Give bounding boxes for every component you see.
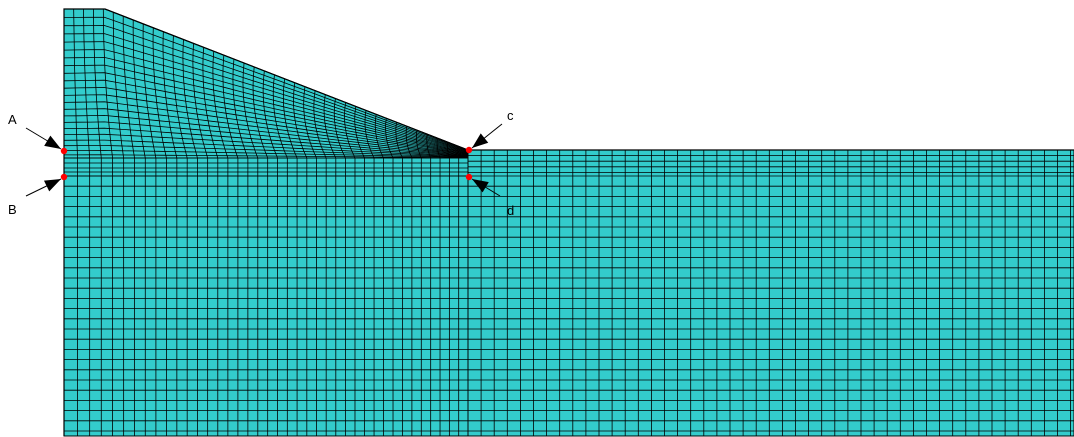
mesh-line xyxy=(63,145,469,158)
mesh-line xyxy=(63,121,469,157)
mesh-line xyxy=(63,72,469,154)
mesh-line xyxy=(63,101,469,156)
mesh-line xyxy=(64,16,469,151)
mesh-line xyxy=(63,87,469,155)
mesh-line xyxy=(293,82,308,159)
mesh-fill-polygon xyxy=(63,8,1074,437)
mesh-line xyxy=(63,49,469,153)
node-marker-d xyxy=(465,173,473,181)
mesh-line xyxy=(63,33,469,152)
arrow-c-head xyxy=(472,133,489,148)
mesh-line xyxy=(63,94,469,155)
mesh-line xyxy=(102,8,113,159)
mesh-line xyxy=(63,149,469,158)
mesh-line xyxy=(64,154,469,159)
annotation-arrows xyxy=(25,123,503,197)
mesh-line xyxy=(63,56,469,153)
mesh-line xyxy=(83,8,91,159)
mesh-line xyxy=(63,79,469,155)
arrow-d-head xyxy=(472,179,489,193)
mesh-grid-lines xyxy=(63,8,1074,436)
node-markers xyxy=(60,146,473,181)
mesh-line xyxy=(63,108,469,156)
point-labels: A B c d xyxy=(8,108,514,218)
node-marker-B xyxy=(60,173,68,181)
node-marker-A xyxy=(60,147,68,155)
mesh-line xyxy=(63,64,469,154)
mesh-line xyxy=(112,12,125,159)
mesh-line xyxy=(172,35,188,159)
mesh-line xyxy=(63,114,469,157)
point-label-c: c xyxy=(507,108,514,123)
mesh-line xyxy=(63,41,469,153)
point-label-A: A xyxy=(8,112,17,127)
arrow-A-head xyxy=(44,135,61,149)
mesh-line xyxy=(64,25,469,152)
mesh-line xyxy=(63,127,469,157)
mesh-line xyxy=(73,8,78,159)
arrow-B-head xyxy=(43,179,61,192)
node-marker-c xyxy=(465,146,473,154)
mesh-line xyxy=(63,133,469,158)
mesh-line xyxy=(162,31,178,159)
point-label-B: B xyxy=(8,202,17,217)
point-label-d: d xyxy=(507,203,514,218)
mesh-region xyxy=(63,8,1074,437)
mesh-line xyxy=(63,139,469,158)
mesh-line xyxy=(92,8,102,159)
